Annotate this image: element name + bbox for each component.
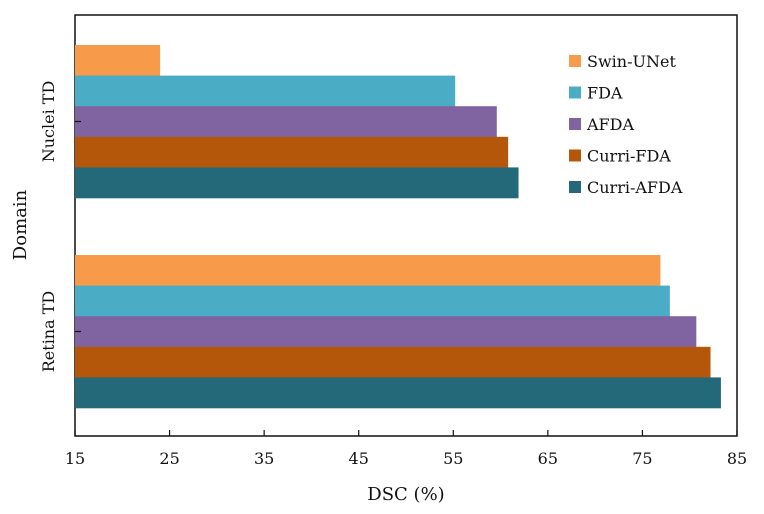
legend-label: Swin-UNet xyxy=(587,52,676,71)
x-tick-label: 35 xyxy=(254,449,274,468)
x-tick-label: 55 xyxy=(443,449,463,468)
x-axis-ticks: 15 25 35 45 55 65 75 85 xyxy=(65,430,747,468)
legend-label: AFDA xyxy=(586,115,634,134)
bar-retina-td-fda xyxy=(75,285,670,317)
x-axis-title: DSC (%) xyxy=(367,484,444,505)
bars-layer xyxy=(75,45,721,409)
legend-swatch xyxy=(569,181,581,193)
y-axis-title: Domain xyxy=(10,189,31,260)
bar-nuclei-td-curri-fda xyxy=(75,136,509,168)
bar-retina-td-curri-fda xyxy=(75,346,711,378)
legend-label: Curri-FDA xyxy=(587,147,671,166)
legend-swatch xyxy=(569,55,581,67)
bar-retina-td-curri-afda xyxy=(75,377,721,409)
legend-swatch xyxy=(569,149,581,162)
plot-frame xyxy=(74,14,738,437)
bar-retina-td-afda xyxy=(75,316,697,348)
bar-nuclei-td-swin-unet xyxy=(75,45,161,76)
legend-swatch xyxy=(569,86,581,99)
y-category-label: Retina TD xyxy=(39,291,58,373)
legend: Swin-UNet FDA AFDA Curri-FDA Curri-AFDA xyxy=(569,52,683,197)
y-axis-categories: Nuclei TD Retina TD xyxy=(39,81,81,373)
x-tick-label: 85 xyxy=(727,449,747,468)
legend-label: FDA xyxy=(587,84,623,103)
bar-nuclei-td-curri-afda xyxy=(75,167,519,199)
x-tick-label: 45 xyxy=(349,449,369,468)
legend-swatch xyxy=(569,118,581,130)
x-tick-label: 75 xyxy=(632,449,652,468)
y-category-label: Nuclei TD xyxy=(39,81,58,163)
x-tick-label: 15 xyxy=(65,449,85,468)
bar-nuclei-td-afda xyxy=(75,106,497,138)
legend-label: Curri-AFDA xyxy=(587,178,683,197)
bar-nuclei-td-fda xyxy=(75,75,456,107)
x-tick-label: 65 xyxy=(538,449,558,468)
x-tick-label: 25 xyxy=(159,449,179,468)
bar-retina-td-swin-unet xyxy=(75,255,661,286)
